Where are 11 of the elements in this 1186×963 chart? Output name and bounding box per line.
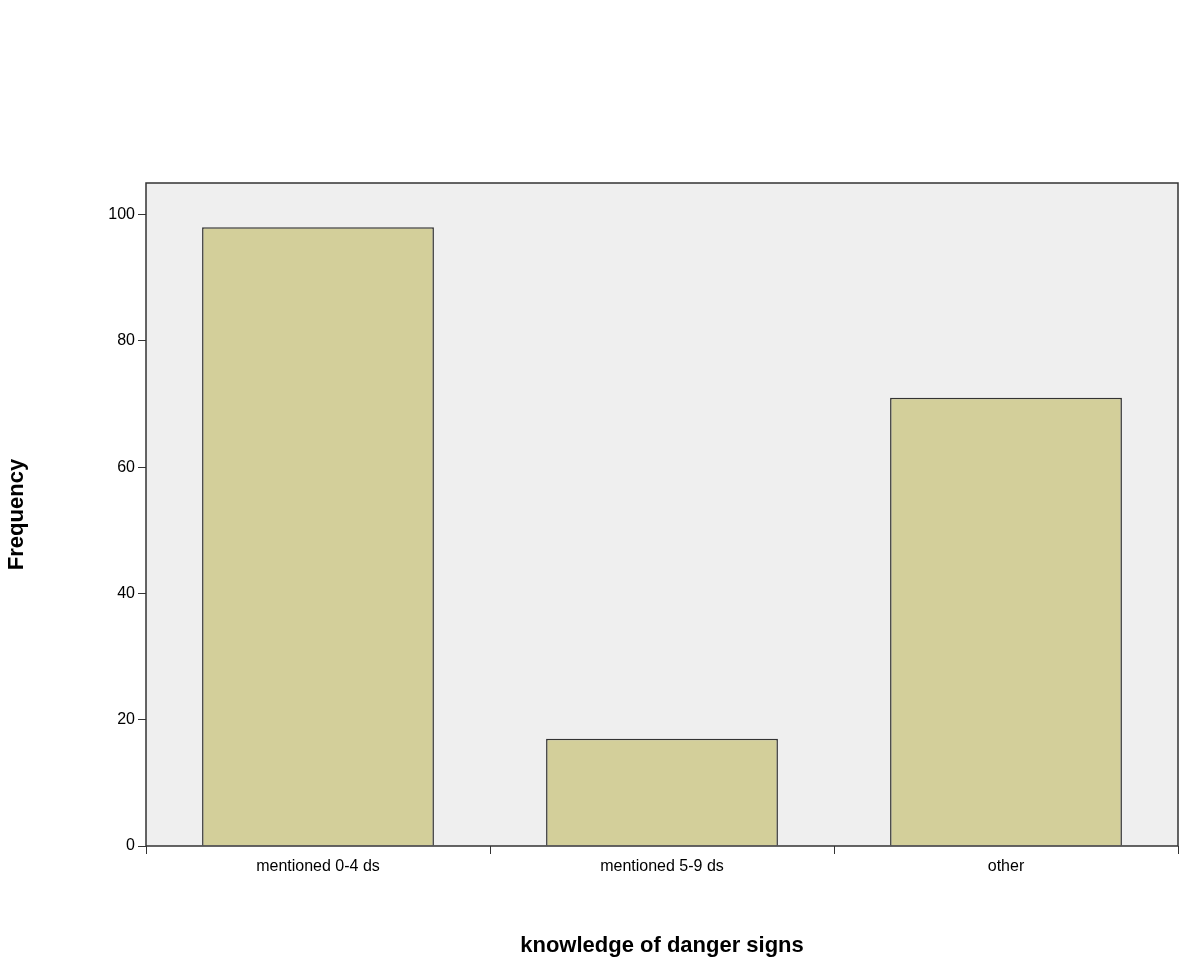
y-tick-label: 0 xyxy=(126,836,136,854)
y-axis-title: Frequency xyxy=(3,458,29,571)
y-tick-label: 40 xyxy=(117,583,136,601)
y-tick-label: 20 xyxy=(117,710,136,728)
x-axis-title: knowledge of danger signs xyxy=(520,931,804,957)
x-tick-label: mentioned 5-9 ds xyxy=(600,857,724,875)
x-tick-label: other xyxy=(987,857,1025,875)
x-tick-label: mentioned 0-4 ds xyxy=(256,857,380,875)
y-tick-label: 100 xyxy=(108,204,136,222)
y-tick-label: 80 xyxy=(117,331,136,349)
y-tick-label: 60 xyxy=(117,457,136,475)
